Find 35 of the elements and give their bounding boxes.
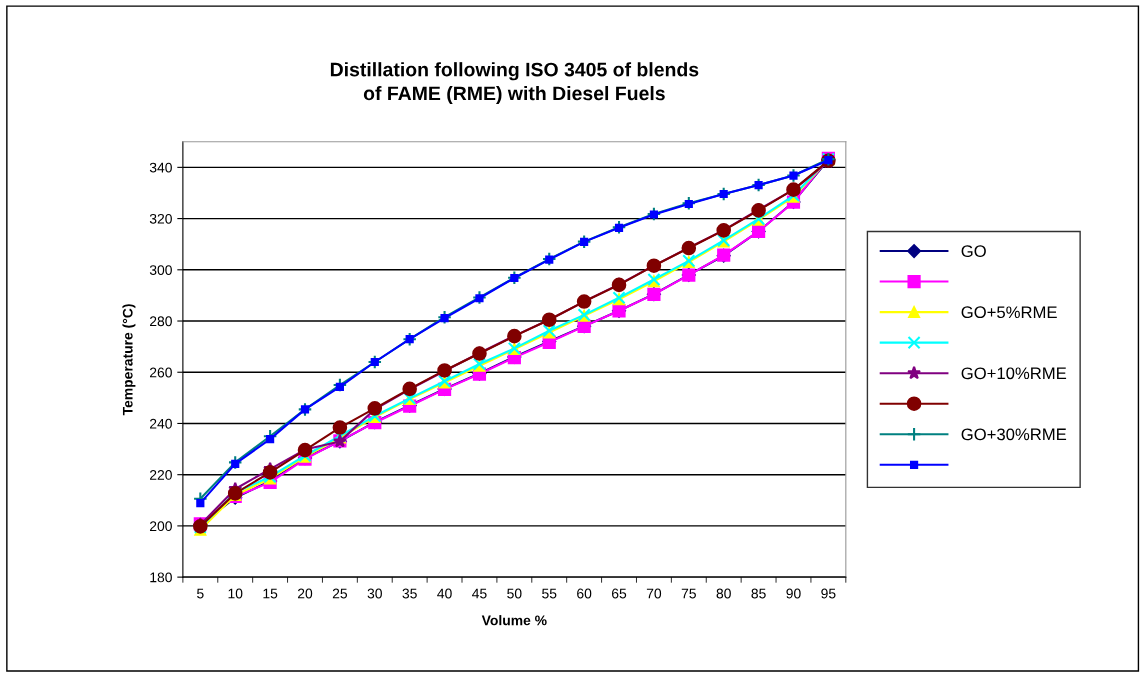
y-tick-label: 220 (149, 470, 172, 480)
legend-label: GO+5%RME (961, 306, 1057, 319)
x-axis-title: Volume % (481, 615, 547, 626)
y-tick-label: 180 (150, 572, 172, 583)
x-tick-label: 35 (402, 588, 417, 599)
legend-label: GO+30%RME (961, 428, 1067, 441)
x-tick-label: 65 (612, 588, 627, 599)
y-tick-label: 260 (149, 367, 172, 378)
x-tick-label: 70 (646, 588, 662, 599)
chart-title: Distillation following ISO 3405 of blends of FAME (RME) with Diesel Fuels (330, 62, 699, 105)
x-tick-label: 85 (751, 588, 766, 599)
y-tick-label: 200 (149, 521, 172, 532)
y-tick-label: 320 (149, 213, 172, 224)
x-tick-label: 20 (297, 588, 313, 599)
x-tick-label: 30 (367, 588, 382, 599)
legend-label: GO+10%RME (961, 367, 1067, 380)
y-tick-label: 280 (149, 316, 172, 327)
x-tick-label: 40 (437, 588, 452, 599)
x-tick-label: 55 (542, 588, 557, 599)
y-tick-label: 300 (149, 265, 172, 275)
x-tick-label: 80 (716, 588, 731, 599)
legend-label: GO (961, 245, 986, 258)
x-tick-label: 50 (507, 588, 522, 599)
x-tick-label: 25 (332, 588, 348, 599)
x-tick-label: 10 (228, 588, 243, 599)
y-axis-title: Temperature (°C) (122, 304, 136, 416)
x-tick-label: 60 (577, 588, 592, 599)
x-tick-label: 90 (786, 588, 801, 599)
y-tick-label: 340 (149, 162, 172, 173)
x-tick-label: 5 (197, 588, 204, 599)
x-tick-label: 15 (263, 588, 278, 599)
x-tick-label: 95 (821, 588, 836, 599)
y-tick-label: 240 (149, 418, 172, 429)
x-tick-label: 75 (681, 588, 696, 599)
x-tick-label: 45 (472, 588, 487, 599)
